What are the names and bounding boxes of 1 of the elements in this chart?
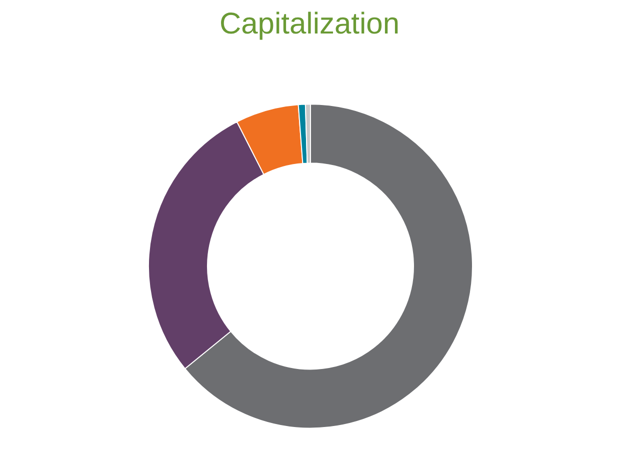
chart-title: Capitalization [219, 8, 400, 40]
